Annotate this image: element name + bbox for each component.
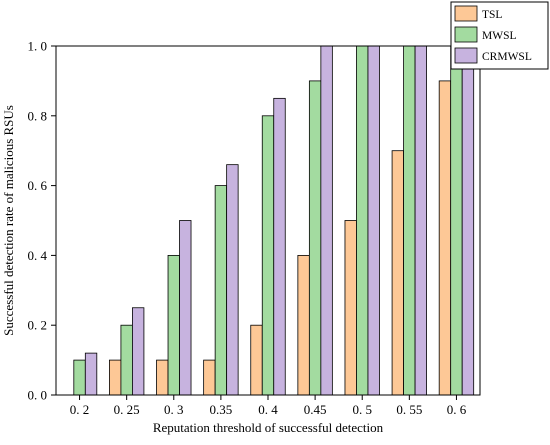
legend-swatch-tsl — [454, 5, 478, 22]
legend-label-mwsl: MWSL — [482, 30, 517, 42]
x-tick-label: 0.35 — [210, 402, 233, 417]
bar-crmwsl-4 — [273, 97, 286, 396]
bar-crmwsl-3 — [226, 164, 239, 396]
x-tick-label: 0. 6 — [447, 402, 467, 417]
bar-tsl-7 — [391, 150, 404, 396]
bar-crmwsl-6 — [367, 45, 380, 396]
y-tick-label: 0. 0 — [28, 388, 48, 403]
bar-crmwsl-5 — [320, 45, 333, 396]
bar-tsl-1 — [109, 359, 122, 396]
y-axis-title: Successful detection rate of malicious R… — [1, 105, 16, 336]
legend-label-crmwsl: CRMWSL — [482, 51, 532, 63]
x-tick-label: 0. 4 — [258, 402, 278, 417]
legend-label-tsl: TSL — [482, 9, 502, 21]
bar-mwsl-0 — [73, 359, 86, 396]
legend-swatch-crmwsl — [454, 47, 478, 64]
bar-mwsl-2 — [167, 254, 180, 396]
bar-crmwsl-7 — [414, 45, 427, 396]
bar-mwsl-8 — [450, 45, 463, 396]
x-tick-label: 0. 25 — [114, 402, 140, 417]
x-tick-label: 0. 55 — [396, 402, 422, 417]
bar-mwsl-7 — [403, 45, 416, 396]
bar-crmwsl-8 — [461, 45, 475, 396]
x-tick-label: 0. 5 — [352, 402, 372, 417]
x-axis-title: Reputation threshold of successful detec… — [153, 420, 384, 435]
bar-tsl-6 — [344, 220, 357, 396]
bar-mwsl-6 — [356, 45, 369, 396]
x-tick-label: 0. 3 — [164, 402, 184, 417]
legend-swatch-mwsl — [454, 26, 478, 43]
y-tick-label: 0. 6 — [28, 178, 48, 193]
ticks-layer: 0. 0 0. 2 0. 4 0. 6 0. 8 1. 0 0. 2 0. 25 0. 3 0.3… — [28, 39, 467, 418]
bar-tsl-3 — [203, 359, 216, 396]
bar-mwsl-4 — [261, 115, 275, 396]
bar-tsl-8 — [438, 80, 452, 396]
bar-mwsl-3 — [214, 185, 228, 396]
legend: TSL MWSL CRMWSL — [450, 1, 549, 70]
bar-crmwsl-0 — [84, 352, 98, 396]
y-tick-label: 1. 0 — [28, 39, 48, 54]
bar-tsl-4 — [250, 324, 263, 396]
y-tick-label: 0. 8 — [28, 108, 48, 123]
x-tick-label: 0. 2 — [70, 402, 90, 417]
bar-crmwsl-2 — [179, 220, 192, 396]
x-tick-label: 0.45 — [304, 402, 327, 417]
y-tick-label: 0. 2 — [28, 318, 48, 333]
bars-layer — [73, 45, 475, 396]
y-tick-label: 0. 4 — [28, 248, 48, 263]
bar-tsl-5 — [297, 254, 310, 396]
bar-tsl-2 — [156, 359, 169, 396]
bar-crmwsl-1 — [132, 307, 145, 396]
bar-mwsl-5 — [308, 80, 322, 396]
bar-mwsl-1 — [120, 324, 133, 396]
